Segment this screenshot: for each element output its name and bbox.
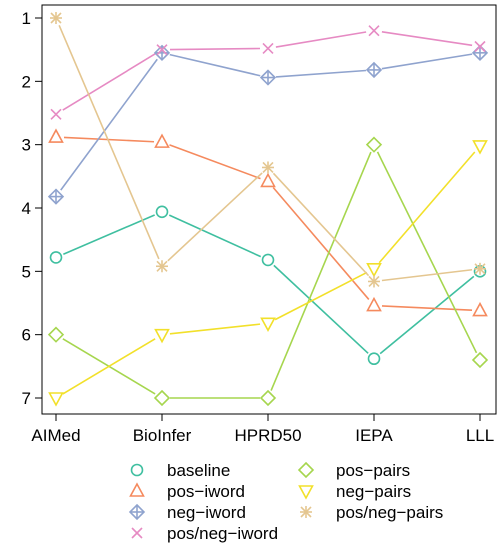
legend-label: neg−iword — [167, 503, 246, 522]
x-tick-label: BioInfer — [133, 426, 192, 445]
series-line-segment — [62, 53, 156, 111]
legend-marker — [298, 485, 314, 500]
series-line-segment — [381, 305, 473, 312]
data-point — [365, 61, 383, 79]
series-line-segment — [378, 151, 476, 264]
data-point — [261, 253, 275, 267]
series-lines — [58, 25, 478, 399]
legend-label: pos−iword — [167, 482, 245, 501]
y-tick-label: 7 — [22, 389, 31, 408]
x-tick-label: IEPA — [355, 426, 393, 445]
series-line-segment — [169, 47, 261, 51]
series-line-segment — [272, 172, 370, 277]
series-line-segment — [58, 25, 160, 260]
series-line-segment — [169, 323, 261, 335]
legend-marker — [297, 461, 315, 479]
series-line-segment — [381, 268, 473, 282]
data-point — [47, 326, 65, 343]
legend-label: pos/neg−pairs — [336, 503, 443, 522]
data-point — [471, 44, 489, 61]
series-line-segment — [275, 69, 367, 78]
legend-marker — [300, 506, 312, 518]
series-line-segment — [60, 58, 158, 191]
data-point — [50, 12, 62, 24]
data-point — [47, 188, 65, 205]
legend-marker — [129, 482, 145, 497]
series-line-segment — [62, 338, 156, 395]
series-line-segment — [169, 53, 261, 77]
data-point — [474, 262, 486, 275]
series-line-segment — [275, 31, 367, 48]
data-point — [156, 260, 168, 273]
data-point — [50, 108, 62, 120]
data-point — [368, 25, 380, 37]
series-line-segment — [270, 151, 372, 391]
legend-marker — [128, 503, 146, 521]
data-point — [153, 44, 171, 61]
data-point — [259, 389, 277, 407]
series-line-segment — [379, 275, 475, 355]
legend-label: neg−pairs — [336, 482, 411, 501]
series-line-segment — [274, 271, 368, 321]
y-tick-label: 1 — [22, 9, 31, 28]
series-line-segment — [272, 186, 370, 300]
series-markers — [47, 12, 489, 407]
data-point — [259, 69, 277, 86]
data-point — [49, 251, 63, 264]
y-tick-label: 6 — [22, 326, 31, 345]
x-axis: AIMed BioInfer HPRD50 IEPA LLL — [31, 414, 494, 445]
y-axis: 1 2 3 4 5 6 7 — [22, 9, 42, 408]
data-point — [260, 172, 276, 188]
x-tick-label: LLL — [466, 426, 494, 445]
data-point — [260, 317, 276, 332]
data-point — [367, 352, 381, 366]
data-point — [472, 301, 488, 317]
data-point — [48, 392, 64, 407]
data-point — [155, 205, 169, 219]
y-tick-label: 5 — [22, 262, 31, 281]
series-line-segment — [167, 172, 263, 262]
series-line-segment — [376, 151, 478, 354]
series-line-segment — [381, 31, 473, 47]
data-point — [471, 351, 489, 369]
series-line-segment — [63, 136, 155, 143]
data-point — [154, 133, 170, 148]
legend-label: pos/neg−iword — [167, 524, 278, 543]
series-line-segment — [168, 214, 262, 258]
data-point — [365, 136, 383, 153]
data-point — [262, 161, 274, 174]
data-point — [474, 40, 486, 53]
data-point — [366, 296, 382, 312]
legend-label: baseline — [167, 461, 230, 480]
data-point — [262, 42, 274, 54]
legend-marker — [131, 527, 143, 539]
data-point — [366, 262, 382, 278]
data-point — [472, 140, 488, 155]
data-point — [154, 328, 170, 344]
series-line-segment — [63, 214, 155, 255]
data-point — [48, 128, 64, 143]
legend: baseline pos−iword neg−iword pos/neg−iword p… — [128, 461, 443, 543]
y-tick-label: 2 — [22, 72, 31, 91]
x-tick-label: AIMed — [31, 426, 80, 445]
data-point — [156, 44, 168, 56]
y-tick-label: 4 — [22, 199, 31, 218]
plot-frame — [41, 4, 497, 415]
series-line-segment — [381, 53, 473, 70]
legend-label: pos−pairs — [336, 461, 410, 480]
data-point — [368, 275, 380, 288]
y-tick-label: 3 — [22, 136, 31, 155]
data-point — [153, 389, 171, 407]
x-tick-label: HPRD50 — [234, 426, 301, 445]
series-line-segment — [273, 264, 369, 354]
legend-marker — [130, 463, 144, 477]
series-line-segment — [169, 144, 261, 180]
